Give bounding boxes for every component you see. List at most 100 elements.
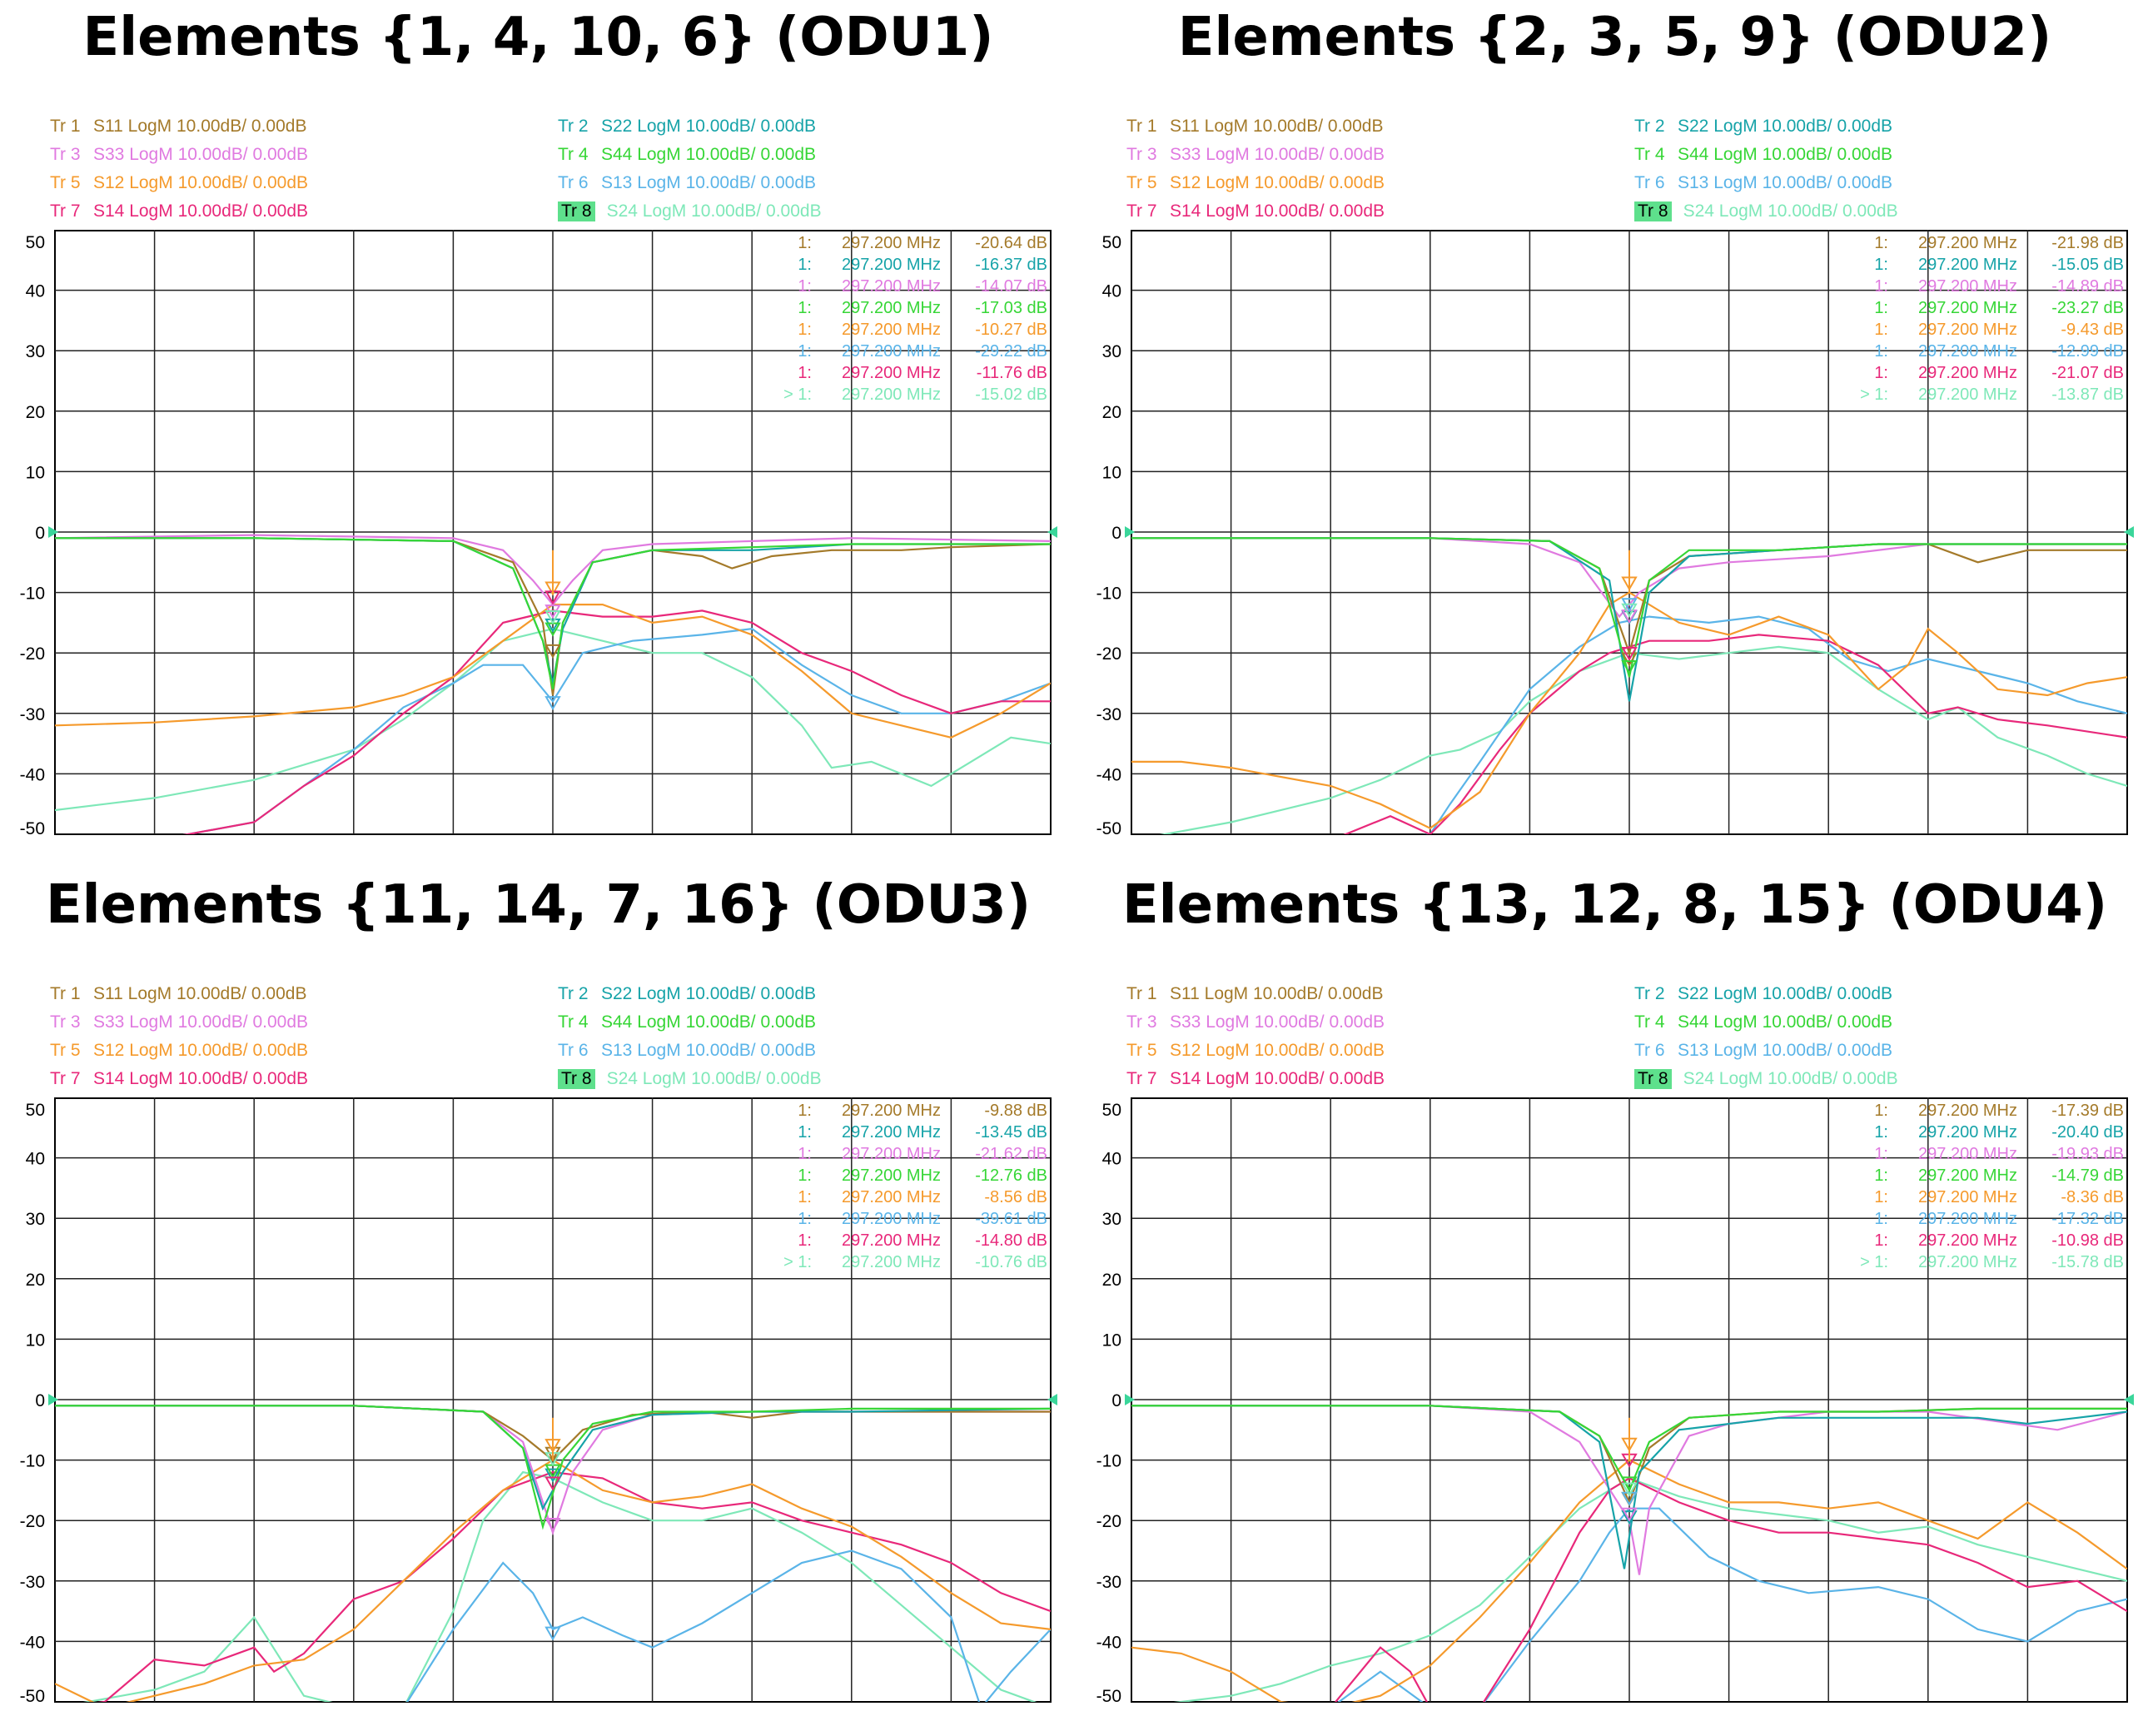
marker-triangle-icon[interactable]: [544, 1476, 561, 1491]
trace-number[interactable]: Tr 8: [558, 1069, 595, 1089]
trace-number[interactable]: Tr 5: [50, 173, 81, 192]
trace-settings: S14 LogM 10.00dB/ 0.00dB: [1170, 201, 1385, 221]
trace-number[interactable]: Tr 1: [50, 117, 81, 136]
reference-level-icon: [2124, 1394, 2134, 1405]
marker-triangle-icon[interactable]: [1621, 603, 1638, 618]
marker-value: -13.87 dB: [2051, 386, 2124, 404]
legend-entry-s24[interactable]: Tr 8 S24 LogM 10.00dB/ 0.00dB: [1634, 201, 1898, 221]
legend-entry-s11[interactable]: Tr 1 S11 LogM 10.00dB/ 0.00dB: [1126, 117, 1383, 137]
legend-entry-s33[interactable]: Tr 3 S33 LogM 10.00dB/ 0.00dB: [1126, 1012, 1385, 1032]
legend-entry-s24[interactable]: Tr 8 S24 LogM 10.00dB/ 0.00dB: [1634, 1069, 1898, 1089]
marker-value: -13.45 dB: [975, 1123, 1047, 1142]
trace-number[interactable]: Tr 2: [1634, 117, 1665, 136]
trace-number[interactable]: Tr 4: [558, 1012, 589, 1032]
marker-value: -9.43 dB: [2061, 321, 2124, 339]
legend-entry-s12[interactable]: Tr 5 S12 LogM 10.00dB/ 0.00dB: [1126, 173, 1385, 193]
legend-entry-s13[interactable]: Tr 6 S13 LogM 10.00dB/ 0.00dB: [1634, 1041, 1892, 1061]
trace-number[interactable]: Tr 5: [50, 1041, 81, 1060]
y-tick-label: 50: [1102, 1101, 1121, 1120]
legend-entry-s22[interactable]: Tr 2 S22 LogM 10.00dB/ 0.00dB: [1634, 984, 1892, 1004]
trace-number[interactable]: Tr 4: [1634, 1012, 1665, 1032]
trace-number[interactable]: Tr 1: [1126, 117, 1157, 136]
legend-entry-s11[interactable]: Tr 1 S11 LogM 10.00dB/ 0.00dB: [1126, 984, 1383, 1004]
marker-triangle-icon[interactable]: [1621, 1510, 1638, 1525]
trace-number[interactable]: Tr 8: [558, 201, 595, 221]
trace-number[interactable]: Tr 5: [1126, 1041, 1157, 1060]
trace-number[interactable]: Tr 1: [1126, 984, 1157, 1003]
marker-triangle-icon[interactable]: [544, 1626, 561, 1641]
marker-triangle-icon[interactable]: [1621, 652, 1638, 667]
trace-number[interactable]: Tr 1: [50, 984, 81, 1003]
marker-label: 1:: [798, 256, 812, 274]
trace-settings: S11 LogM 10.00dB/ 0.00dB: [93, 117, 307, 136]
chart-title: Elements {2, 3, 5, 9} (ODU2): [1177, 7, 2052, 68]
legend-entry-s12[interactable]: Tr 5 S12 LogM 10.00dB/ 0.00dB: [50, 173, 308, 193]
legend-entry-s14[interactable]: Tr 7 S14 LogM 10.00dB/ 0.00dB: [1126, 1069, 1385, 1089]
trace-number[interactable]: Tr 2: [558, 117, 589, 136]
trace-s44: [55, 1405, 1051, 1530]
trace-number[interactable]: Tr 7: [1126, 201, 1157, 221]
trace-number[interactable]: Tr 6: [1634, 1041, 1665, 1060]
marker-triangle-icon[interactable]: [1621, 646, 1638, 661]
trace-number[interactable]: Tr 7: [50, 1069, 81, 1088]
marker-triangle-icon[interactable]: [544, 1468, 561, 1483]
reference-level-icon: [1125, 1394, 1135, 1405]
trace-number[interactable]: Tr 8: [1634, 1069, 1672, 1089]
marker-triangle-icon[interactable]: [544, 644, 561, 659]
marker-triangle-icon[interactable]: [1621, 1491, 1638, 1506]
y-tick-label: 10: [26, 1331, 45, 1350]
y-tick-label: -10: [20, 1452, 45, 1471]
trace-s12: [1131, 591, 2127, 829]
legend-entry-s13[interactable]: Tr 6 S13 LogM 10.00dB/ 0.00dB: [558, 1041, 816, 1061]
trace-number[interactable]: Tr 3: [50, 145, 81, 164]
legend-entry-s33[interactable]: Tr 3 S33 LogM 10.00dB/ 0.00dB: [1126, 145, 1385, 165]
trace-number[interactable]: Tr 7: [1126, 1069, 1157, 1088]
trace-number[interactable]: Tr 6: [558, 1041, 589, 1060]
y-tick-label: 20: [1102, 403, 1121, 422]
marker-triangle-icon[interactable]: [544, 618, 561, 633]
trace-number[interactable]: Tr 3: [50, 1012, 81, 1032]
legend-entry-s33[interactable]: Tr 3 S33 LogM 10.00dB/ 0.00dB: [50, 145, 308, 165]
legend-entry-s11[interactable]: Tr 1 S11 LogM 10.00dB/ 0.00dB: [50, 117, 306, 137]
legend-entry-s11[interactable]: Tr 1 S11 LogM 10.00dB/ 0.00dB: [50, 984, 306, 1004]
legend-entry-s14[interactable]: Tr 7 S14 LogM 10.00dB/ 0.00dB: [1126, 201, 1385, 221]
legend-entry-s24[interactable]: Tr 8 S24 LogM 10.00dB/ 0.00dB: [558, 1069, 822, 1089]
trace-number[interactable]: Tr 6: [1634, 173, 1665, 192]
legend-entry-s14[interactable]: Tr 7 S14 LogM 10.00dB/ 0.00dB: [50, 201, 308, 221]
marker-triangle-icon[interactable]: [1621, 1482, 1638, 1497]
legend-entry-s22[interactable]: Tr 2 S22 LogM 10.00dB/ 0.00dB: [1634, 117, 1892, 137]
trace-number[interactable]: Tr 4: [558, 145, 589, 164]
legend-entry-s44[interactable]: Tr 4 S44 LogM 10.00dB/ 0.00dB: [1634, 145, 1892, 165]
legend-entry-s22[interactable]: Tr 2 S22 LogM 10.00dB/ 0.00dB: [558, 117, 816, 137]
trace-number[interactable]: Tr 4: [1634, 145, 1665, 164]
legend-entry-s44[interactable]: Tr 4 S44 LogM 10.00dB/ 0.00dB: [1634, 1012, 1892, 1032]
trace-number[interactable]: Tr 6: [558, 173, 589, 192]
marker-triangle-icon[interactable]: [544, 610, 561, 625]
trace-settings: S14 LogM 10.00dB/ 0.00dB: [93, 201, 309, 221]
marker-value: -17.39 dB: [2051, 1102, 2124, 1120]
legend-entry-s14[interactable]: Tr 7 S14 LogM 10.00dB/ 0.00dB: [50, 1069, 308, 1089]
legend-entry-s44[interactable]: Tr 4 S44 LogM 10.00dB/ 0.00dB: [558, 145, 816, 165]
legend-entry-s13[interactable]: Tr 6 S13 LogM 10.00dB/ 0.00dB: [1634, 173, 1892, 193]
trace-s14: [1334, 1477, 2127, 1702]
trace-s24: [1159, 645, 2127, 834]
legend-entry-s12[interactable]: Tr 5 S12 LogM 10.00dB/ 0.00dB: [50, 1041, 308, 1061]
legend-entry-s22[interactable]: Tr 2 S22 LogM 10.00dB/ 0.00dB: [558, 984, 816, 1004]
legend-entry-s24[interactable]: Tr 8 S24 LogM 10.00dB/ 0.00dB: [558, 201, 822, 221]
trace-number[interactable]: Tr 2: [558, 984, 589, 1003]
legend-entry-s12[interactable]: Tr 5 S12 LogM 10.00dB/ 0.00dB: [1126, 1041, 1385, 1061]
marker-triangle-icon[interactable]: [1621, 1507, 1638, 1522]
marker-triangle-icon[interactable]: [544, 696, 561, 711]
trace-number[interactable]: Tr 7: [50, 201, 81, 221]
trace-number[interactable]: Tr 3: [1126, 145, 1157, 164]
marker-triangle-icon[interactable]: [544, 1517, 561, 1532]
trace-number[interactable]: Tr 5: [1126, 173, 1157, 192]
trace-number[interactable]: Tr 8: [1634, 201, 1672, 221]
legend-entry-s13[interactable]: Tr 6 S13 LogM 10.00dB/ 0.00dB: [558, 173, 816, 193]
trace-number[interactable]: Tr 3: [1126, 1012, 1157, 1032]
legend-entry-s44[interactable]: Tr 4 S44 LogM 10.00dB/ 0.00dB: [558, 1012, 816, 1032]
trace-settings: S14 LogM 10.00dB/ 0.00dB: [1170, 1069, 1385, 1088]
trace-s13: [405, 1549, 1051, 1702]
trace-number[interactable]: Tr 2: [1634, 984, 1665, 1003]
legend-entry-s33[interactable]: Tr 3 S33 LogM 10.00dB/ 0.00dB: [50, 1012, 308, 1032]
